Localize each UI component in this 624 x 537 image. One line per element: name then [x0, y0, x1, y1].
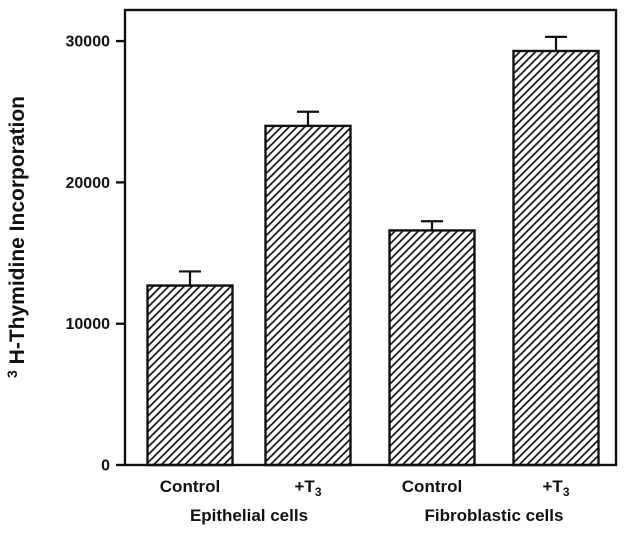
bar [264, 124, 352, 467]
bar [388, 229, 476, 467]
x-group-label: Fibroblastic cells [425, 506, 564, 525]
x-category-label: Control [402, 477, 462, 496]
plot-frame [123, 8, 618, 467]
y-tick-label: 0 [101, 458, 110, 475]
y-tick-label: 20000 [66, 175, 111, 192]
bars-layer [146, 35, 600, 467]
y-tick-label: 10000 [66, 316, 111, 333]
y-axis-label: 3 H-Thymidine Incorporation [0, 96, 29, 378]
bar [146, 284, 234, 467]
y-axis: 0 10000 20000 30000 [66, 34, 125, 475]
x-category-label: Control [160, 477, 220, 496]
x-axis: Control +T3 Control +T3 Epithelial cells Fibr… [160, 477, 570, 525]
x-category-label: +T3 [543, 477, 570, 499]
y-tick-label: 30000 [66, 34, 111, 51]
y-axis-label-superscript: 3 [4, 370, 20, 378]
bar [512, 49, 600, 467]
y-axis-label-text: H-Thymidine Incorporation [6, 96, 29, 364]
x-category-label: +T3 [295, 477, 322, 499]
x-group-label: Epithelial cells [190, 506, 308, 525]
